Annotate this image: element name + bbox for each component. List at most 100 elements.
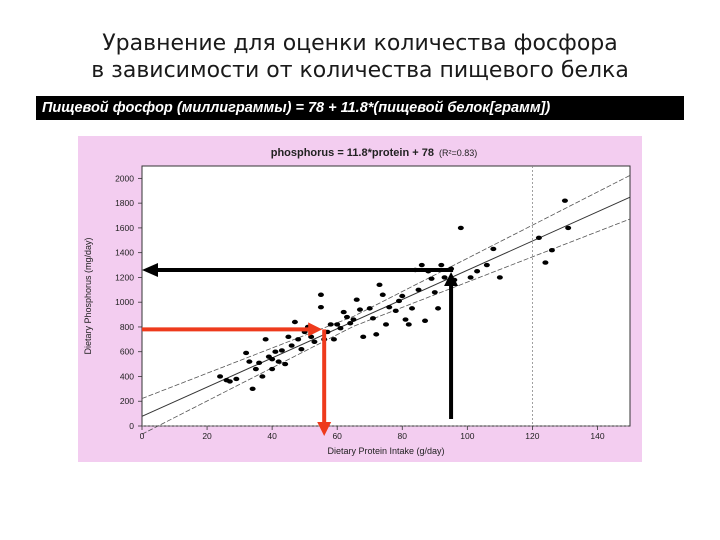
data-point	[343, 314, 350, 320]
data-point	[347, 321, 354, 326]
data-point	[249, 386, 256, 392]
slide-title-line-1: Уравнение для оценки количества фосфора	[102, 31, 618, 56]
data-point	[337, 325, 344, 331]
y-tick-label: 200	[120, 396, 134, 406]
chart-title-r2: (R²=0.83)	[439, 148, 477, 158]
data-point	[350, 317, 357, 322]
slide-title: Уравнение для оценки количества фосфора …	[0, 30, 720, 84]
x-tick-label: 140	[590, 431, 604, 441]
chart-panel: phosphorus = 11.8*protein + 78 (R²=0.83)…	[78, 136, 642, 462]
data-point	[256, 360, 263, 366]
data-point	[422, 318, 429, 323]
data-point	[548, 247, 555, 253]
data-point	[438, 262, 445, 268]
formula-bar: Пищевой фосфор (миллиграммы) = 78 + 11.8…	[36, 96, 684, 120]
black-horizontal-arrowhead	[142, 263, 158, 277]
x-tick-label: 60	[332, 431, 342, 441]
scatter-chart: phosphorus = 11.8*protein + 78 (R²=0.83)…	[78, 136, 642, 462]
data-point	[360, 334, 367, 340]
data-point	[269, 356, 276, 362]
y-tick-label: 1200	[115, 272, 134, 282]
data-point	[285, 334, 292, 340]
data-point	[457, 225, 464, 231]
regression-lines	[141, 175, 631, 435]
x-tick-label: 80	[398, 431, 408, 441]
x-tick-label: 0	[140, 431, 145, 441]
data-point	[483, 262, 490, 268]
x-tick-label: 40	[267, 431, 277, 441]
data-point	[435, 306, 442, 311]
x-tick-label: 20	[202, 431, 212, 441]
data-point	[282, 361, 289, 367]
data-point	[317, 292, 324, 297]
data-point	[295, 337, 302, 342]
y-tick-label: 400	[120, 371, 134, 381]
data-point	[262, 337, 269, 342]
data-point	[291, 319, 298, 325]
chart-title: phosphorus = 11.8*protein + 78 (R²=0.83)	[271, 147, 478, 159]
data-point	[490, 246, 497, 252]
chart-title-main: phosphorus = 11.8*protein + 78	[271, 147, 434, 159]
y-tick-label: 600	[120, 347, 134, 357]
reference-lines	[142, 166, 630, 427]
plot-area	[141, 165, 631, 427]
data-point	[327, 322, 334, 327]
data-point	[246, 359, 253, 364]
data-point	[431, 290, 438, 295]
data-point	[441, 275, 448, 280]
x-axis-ticks: 0 20 40 60 80 100 120 140	[140, 426, 605, 441]
data-point	[474, 269, 481, 274]
data-point	[317, 304, 324, 310]
x-axis-label: Dietary Protein Intake (g/day)	[327, 446, 444, 456]
data-point	[252, 366, 259, 372]
data-point	[288, 343, 295, 348]
data-point	[259, 374, 266, 379]
red-vertical-arrowhead	[317, 422, 332, 436]
lower-confidence-line	[141, 218, 631, 435]
data-point	[226, 379, 233, 384]
y-tick-label: 800	[120, 322, 134, 332]
data-point	[330, 337, 337, 342]
data-point	[467, 275, 474, 280]
data-point	[269, 366, 276, 372]
data-point	[496, 275, 503, 280]
y-tick-label: 0	[129, 421, 134, 431]
data-point	[418, 262, 425, 268]
data-point	[278, 348, 285, 353]
data-point	[369, 316, 376, 321]
data-point	[340, 309, 347, 315]
data-point	[561, 198, 568, 203]
data-point	[217, 374, 224, 379]
data-point	[272, 349, 279, 354]
data-point	[399, 293, 406, 299]
data-point	[565, 225, 572, 231]
y-tick-label: 1000	[115, 297, 134, 307]
data-point	[396, 298, 403, 304]
data-point	[334, 322, 341, 327]
y-axis-label: Dietary Phosphorus (mg/day)	[83, 237, 93, 354]
y-tick-label: 2000	[115, 173, 134, 183]
data-point	[379, 292, 386, 297]
y-tick-label: 1600	[115, 223, 134, 233]
data-point	[405, 322, 412, 327]
upper-confidence-line	[141, 175, 631, 399]
y-tick-label: 1400	[115, 248, 134, 258]
data-point	[386, 304, 393, 310]
data-point	[409, 306, 416, 311]
data-point	[243, 350, 250, 356]
data-point	[542, 260, 549, 265]
data-points	[217, 198, 572, 392]
data-point	[233, 376, 240, 382]
data-point	[308, 334, 315, 340]
data-point	[428, 276, 435, 281]
data-point	[383, 322, 389, 327]
data-point	[298, 347, 305, 352]
regression-line	[141, 196, 631, 417]
black-vertical-arrowhead	[444, 272, 459, 286]
annotation-arrows	[142, 263, 459, 436]
x-tick-label: 100	[460, 431, 474, 441]
data-point	[402, 317, 409, 322]
y-axis-ticks: 0 200 400 600 800 1000 1200 1400 1600 1800 2000	[115, 173, 142, 431]
data-point	[373, 332, 380, 337]
data-point	[535, 235, 542, 241]
